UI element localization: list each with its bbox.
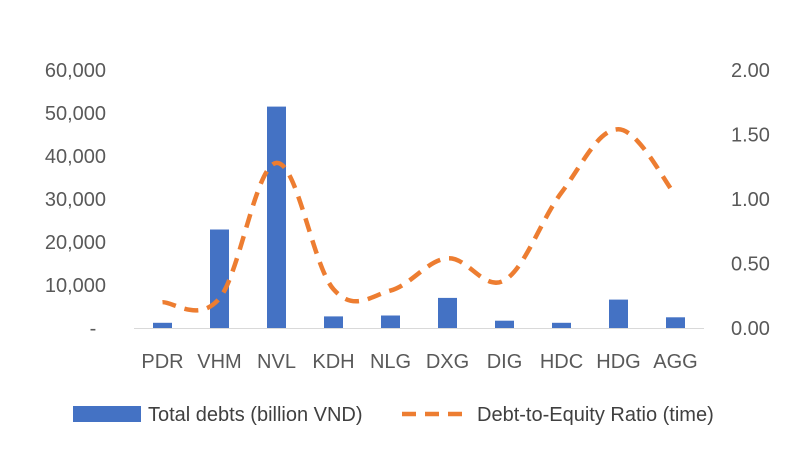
- bar-series-total-debts: [153, 106, 685, 329]
- x-tick-label: DXG: [426, 351, 469, 373]
- bar-kdh: [324, 316, 343, 328]
- bar-dxg: [438, 297, 457, 328]
- legend-label-debt-to-equity: Debt-to-Equity Ratio (time): [477, 404, 714, 426]
- bar-nvl: [267, 106, 286, 328]
- legend-swatch-total-debts: [73, 406, 141, 422]
- x-tick-label: HDG: [596, 351, 640, 373]
- right-tick-label: 1.50: [731, 125, 770, 147]
- right-tick-label: 1.00: [731, 189, 770, 211]
- x-tick-label: DIG: [487, 351, 523, 373]
- left-tick-label: 10,000: [45, 275, 106, 297]
- x-tick-label: HDC: [540, 351, 583, 373]
- right-tick-label: 2.00: [731, 60, 770, 82]
- left-tick-label: 30,000: [45, 189, 106, 211]
- bar-hdg: [609, 299, 628, 328]
- legend: Total debts (billion VND) Debt-to-Equity…: [73, 404, 714, 426]
- left-tick-label: 50,000: [45, 103, 106, 125]
- x-tick-label: NLG: [370, 351, 411, 373]
- line-series-debt-to-equity: [162, 127, 678, 313]
- bar-hdc: [552, 322, 571, 328]
- bar-nlg: [381, 315, 400, 328]
- bar-dig: [495, 320, 514, 328]
- x-tick-label: NVL: [257, 351, 296, 373]
- x-tick-label: PDR: [141, 351, 183, 373]
- bar-vhm: [210, 229, 229, 328]
- x-tick-label: VHM: [197, 351, 241, 373]
- x-axis-ticks: PDR VHM NVL KDH NLG DXG DIG HDC HDG AGG: [141, 351, 697, 373]
- right-axis-ticks: 0.00 0.50 1.00 1.50 2.00: [731, 60, 770, 340]
- bar-pdr: [153, 322, 172, 328]
- left-tick-label: 60,000: [45, 60, 106, 82]
- left-axis-ticks: - 10,000 20,000 30,000 40,000 50,000 60,000: [45, 60, 106, 340]
- right-tick-label: 0.00: [731, 318, 770, 340]
- legend-label-total-debts: Total debts (billion VND): [148, 404, 363, 426]
- right-tick-label: 0.50: [731, 254, 770, 276]
- x-tick-label: KDH: [312, 351, 354, 373]
- left-tick-label: -: [90, 318, 97, 340]
- bar-agg: [666, 317, 685, 329]
- left-tick-label: 20,000: [45, 232, 106, 254]
- left-tick-label: 40,000: [45, 146, 106, 168]
- x-tick-label: AGG: [653, 351, 697, 373]
